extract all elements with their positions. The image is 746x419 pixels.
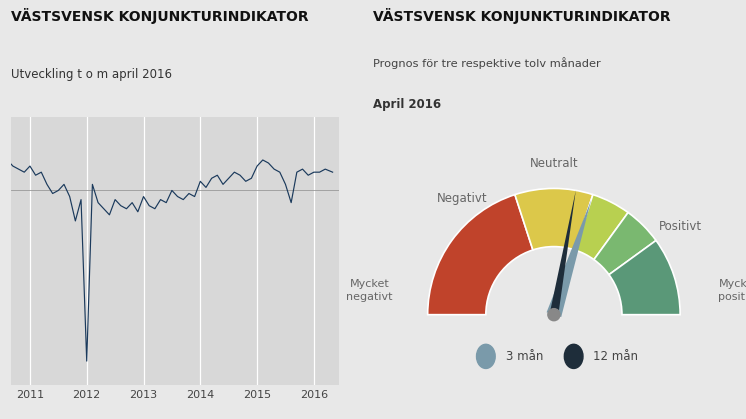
Text: VÄSTSVENSK KONJUNKTURINDIKATOR: VÄSTSVENSK KONJUNKTURINDIKATOR [11, 8, 309, 24]
Text: Prognos för tre respektive tolv månader: Prognos för tre respektive tolv månader [373, 57, 601, 69]
Text: Mycket
positivt: Mycket positivt [718, 279, 746, 302]
Circle shape [548, 309, 560, 321]
Ellipse shape [477, 344, 495, 368]
Text: April 2016: April 2016 [373, 98, 441, 111]
Wedge shape [609, 241, 680, 315]
Wedge shape [515, 189, 593, 250]
Text: Positivt: Positivt [659, 220, 702, 233]
Text: 12 mån: 12 mån [593, 350, 639, 363]
Polygon shape [550, 190, 576, 316]
Text: VÄSTSVENSK KONJUNKTURINDIKATOR: VÄSTSVENSK KONJUNKTURINDIKATOR [373, 8, 671, 24]
Text: Mycket
negativt: Mycket negativt [346, 279, 392, 302]
Polygon shape [547, 200, 592, 317]
Text: Neutralt: Neutralt [530, 157, 578, 170]
Text: Utveckling t o m april 2016: Utveckling t o m april 2016 [11, 68, 172, 81]
Text: 3 mån: 3 mån [506, 350, 543, 363]
Wedge shape [575, 194, 628, 260]
Wedge shape [594, 212, 656, 275]
Ellipse shape [564, 344, 583, 368]
Text: Negativt: Negativt [437, 192, 488, 205]
Wedge shape [427, 194, 533, 315]
